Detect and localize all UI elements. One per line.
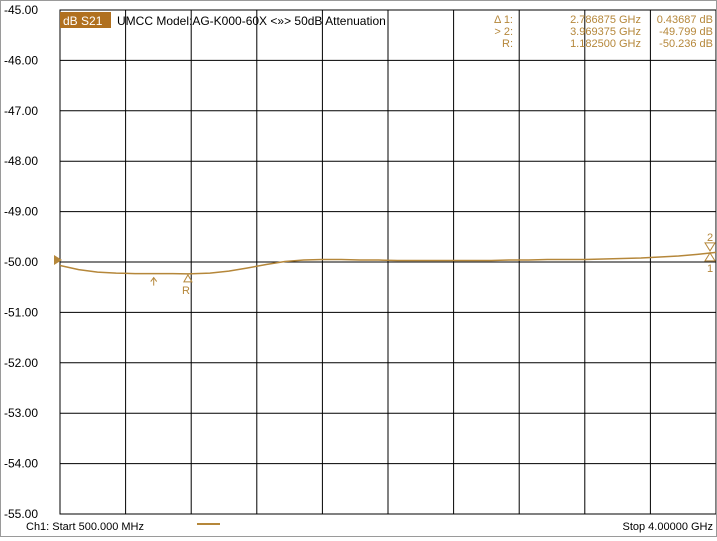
y-tick-label: -53.00 xyxy=(4,406,38,420)
reference-level-pointer xyxy=(54,255,62,265)
marker-2-tag: 2 xyxy=(707,232,713,244)
marker-1-glyph xyxy=(704,251,716,262)
marker-table: Δ 1: 2.786875 GHz 0.43687 dB > 2: 3.969375 G… xyxy=(494,14,713,50)
start-label: Ch1: Start 500.000 MHz xyxy=(26,521,144,533)
marker-row-freq: 3.969375 GHz xyxy=(570,26,641,38)
y-tick-label: -54.00 xyxy=(4,457,38,471)
y-tick-label: -46.00 xyxy=(4,53,38,67)
marker-row-label: R: xyxy=(502,38,513,50)
marker-2-glyph xyxy=(704,242,716,252)
y-tick-label: -52.00 xyxy=(4,356,38,370)
marker-row-freq: 2.786875 GHz xyxy=(570,14,641,26)
y-tick-label: -48.00 xyxy=(4,154,38,168)
chart-title: UMCC Model:AG-K000-60X <»> 50dB Attenuat… xyxy=(117,14,386,28)
y-tick-label: -55.00 xyxy=(4,507,38,521)
s21-trace xyxy=(59,251,717,275)
marker-glyphs: 2 1 R xyxy=(150,232,716,297)
marker-row-label: > 2: xyxy=(494,26,513,38)
marker-row-value: -49.799 dB xyxy=(659,26,713,38)
marker-1-tag: 1 xyxy=(707,263,713,275)
reference-marker-glyph xyxy=(183,273,193,283)
marker-row-value: 0.43687 dB xyxy=(657,14,713,26)
marker-row-label: Δ 1: xyxy=(494,14,513,26)
grid-lines xyxy=(60,10,716,514)
trace-id-label: dB S21 xyxy=(63,14,103,28)
reference-marker-tag: R xyxy=(182,285,190,297)
stop-label: Stop 4.00000 GHz xyxy=(622,521,713,533)
trace-id-badge xyxy=(60,12,111,28)
y-tick-label: -50.00 xyxy=(4,255,38,269)
y-tick-label: -51.00 xyxy=(4,305,38,319)
y-tick-label: -49.00 xyxy=(4,205,38,219)
marker-row-freq: 1.182500 GHz xyxy=(570,38,641,50)
y-tick-labels: -45.00 -46.00 -47.00 -48.00 -49.00 -50.00 -51.… xyxy=(4,3,38,521)
marker-arrow-head xyxy=(150,276,158,282)
y-tick-label: -47.00 xyxy=(4,104,38,118)
y-tick-label: -45.00 xyxy=(4,3,38,17)
marker-row-value: -50.236 dB xyxy=(659,38,713,50)
